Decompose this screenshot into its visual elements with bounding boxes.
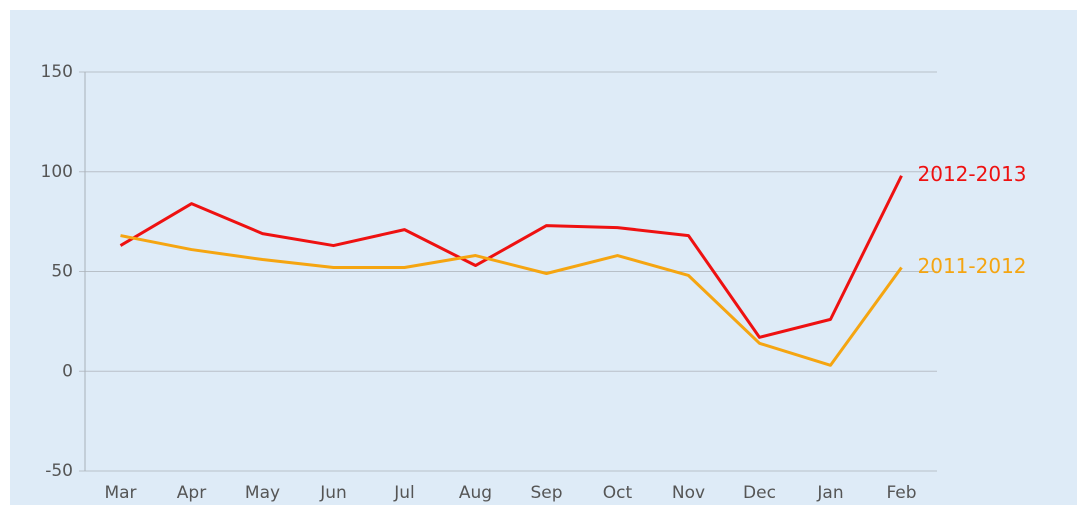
x-tick-label: Sep	[530, 483, 562, 503]
x-tick-label: Nov	[672, 483, 705, 503]
series-line	[120, 234, 903, 367]
y-tick-label: 0	[62, 361, 73, 381]
x-tick-label: Dec	[743, 483, 776, 503]
x-tick-label: Jun	[319, 483, 347, 503]
x-tick-label: May	[245, 483, 280, 503]
y-tick-label: 150	[41, 62, 73, 82]
x-tick-label: Aug	[459, 483, 492, 503]
series-label: 2011-2012	[918, 254, 1027, 278]
x-tick-label: Feb	[886, 483, 916, 503]
x-tick-label: Oct	[603, 483, 633, 503]
y-tick-label: -50	[45, 461, 73, 481]
series-line	[119, 175, 903, 339]
y-tick-label: 50	[51, 262, 73, 282]
x-tick-label: Jul	[393, 483, 415, 503]
chart-background	[10, 10, 1077, 505]
x-tick-label: Jan	[816, 483, 843, 503]
x-tick-label: Mar	[104, 483, 136, 503]
y-tick-label: 100	[41, 162, 73, 182]
x-tick-label: Apr	[177, 483, 206, 503]
series-label: 2012-2013	[918, 162, 1027, 186]
